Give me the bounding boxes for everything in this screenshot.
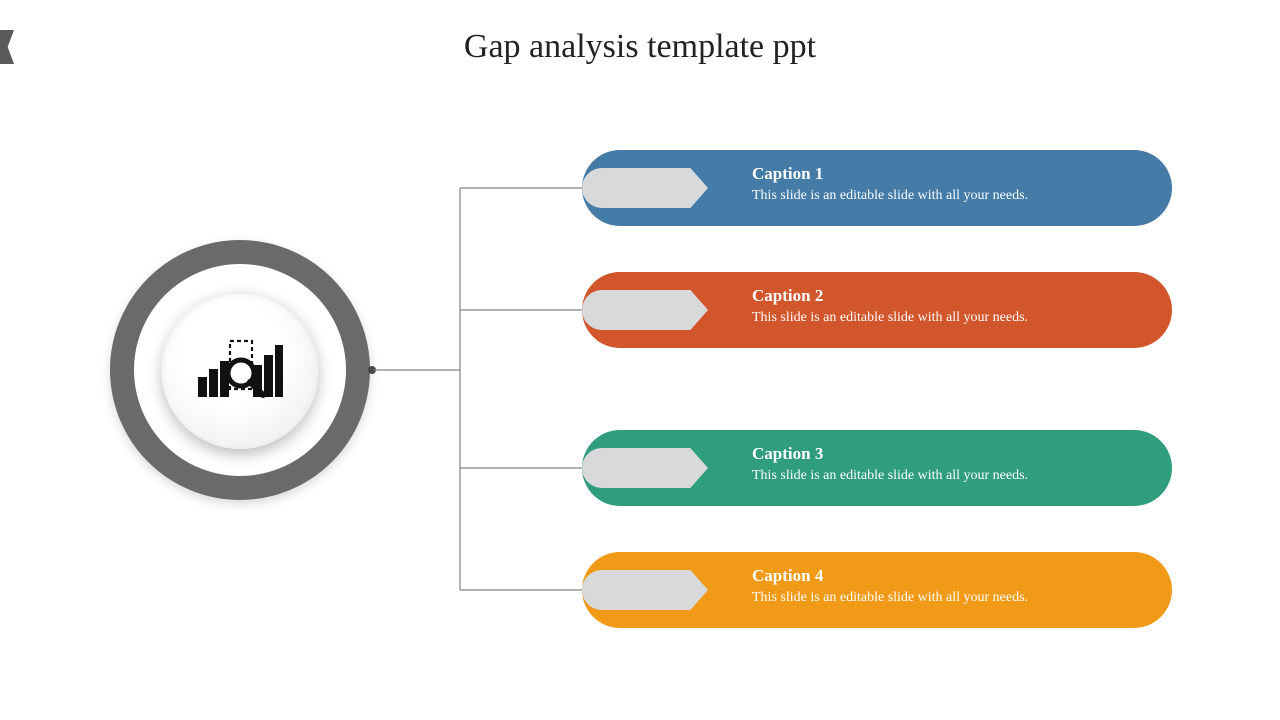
pill-1-tab-icon	[582, 168, 708, 208]
slide-title: Gap analysis template ppt	[0, 28, 1280, 66]
pill-4-desc: This slide is an editable slide with all…	[752, 590, 1146, 606]
pill-1-desc: This slide is an editable slide with all…	[752, 188, 1146, 204]
pill-3-desc: This slide is an editable slide with all…	[752, 468, 1146, 484]
pill-1-caption: Caption 1	[752, 164, 1146, 184]
pill-3-tab-icon	[582, 448, 708, 488]
pill-2-tab-icon	[582, 290, 708, 330]
slide: Gap analysis template ppt	[0, 0, 1280, 720]
pill-4-caption: Caption 4	[752, 566, 1146, 586]
pill-4-tab-icon	[582, 570, 708, 610]
pill-2-caption: Caption 2	[752, 286, 1146, 306]
pill-3-caption: Caption 3	[752, 444, 1146, 464]
hub-inner-button	[161, 291, 319, 449]
analytics-magnifier-icon	[197, 335, 283, 405]
pill-2-desc: This slide is an editable slide with all…	[752, 310, 1146, 326]
hub-circle	[110, 240, 370, 500]
